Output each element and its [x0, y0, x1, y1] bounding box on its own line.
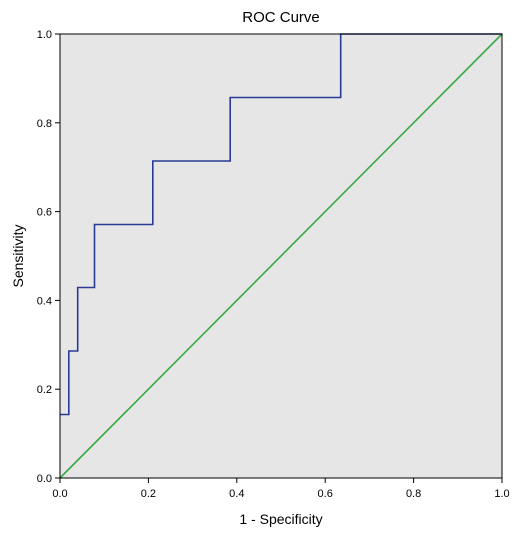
x-tick-label: 0.8 — [406, 488, 421, 500]
x-tick-label: 0.0 — [52, 488, 67, 500]
x-tick-label: 1.0 — [494, 488, 509, 500]
roc-step-curve — [60, 33, 502, 416]
chart-title: ROC Curve — [242, 9, 320, 26]
series-layer — [59, 33, 503, 479]
x-axis-title: 1 - Specificity — [239, 511, 322, 527]
y-tick-label: 0.6 — [37, 207, 52, 219]
x-tick-label: 0.4 — [229, 488, 244, 500]
y-tick-label: 0.2 — [37, 384, 52, 396]
plot-frame — [59, 33, 503, 479]
y-axis-ticks: 0.0 0.2 0.4 0.6 0.8 1.0 — [37, 29, 60, 485]
y-tick-label: 0.8 — [37, 118, 52, 130]
reference-diagonal-line — [59, 33, 503, 479]
x-tick-label: 0.6 — [318, 488, 333, 500]
x-axis-ticks: 0.0 0.2 0.4 0.6 0.8 1.0 — [52, 478, 510, 500]
y-axis-title: Sensitivity — [10, 224, 26, 287]
y-tick-label: 0.4 — [37, 295, 52, 307]
y-tick-label: 0.0 — [37, 473, 52, 485]
x-tick-label: 0.2 — [141, 488, 156, 500]
y-tick-label: 1.0 — [37, 29, 52, 41]
